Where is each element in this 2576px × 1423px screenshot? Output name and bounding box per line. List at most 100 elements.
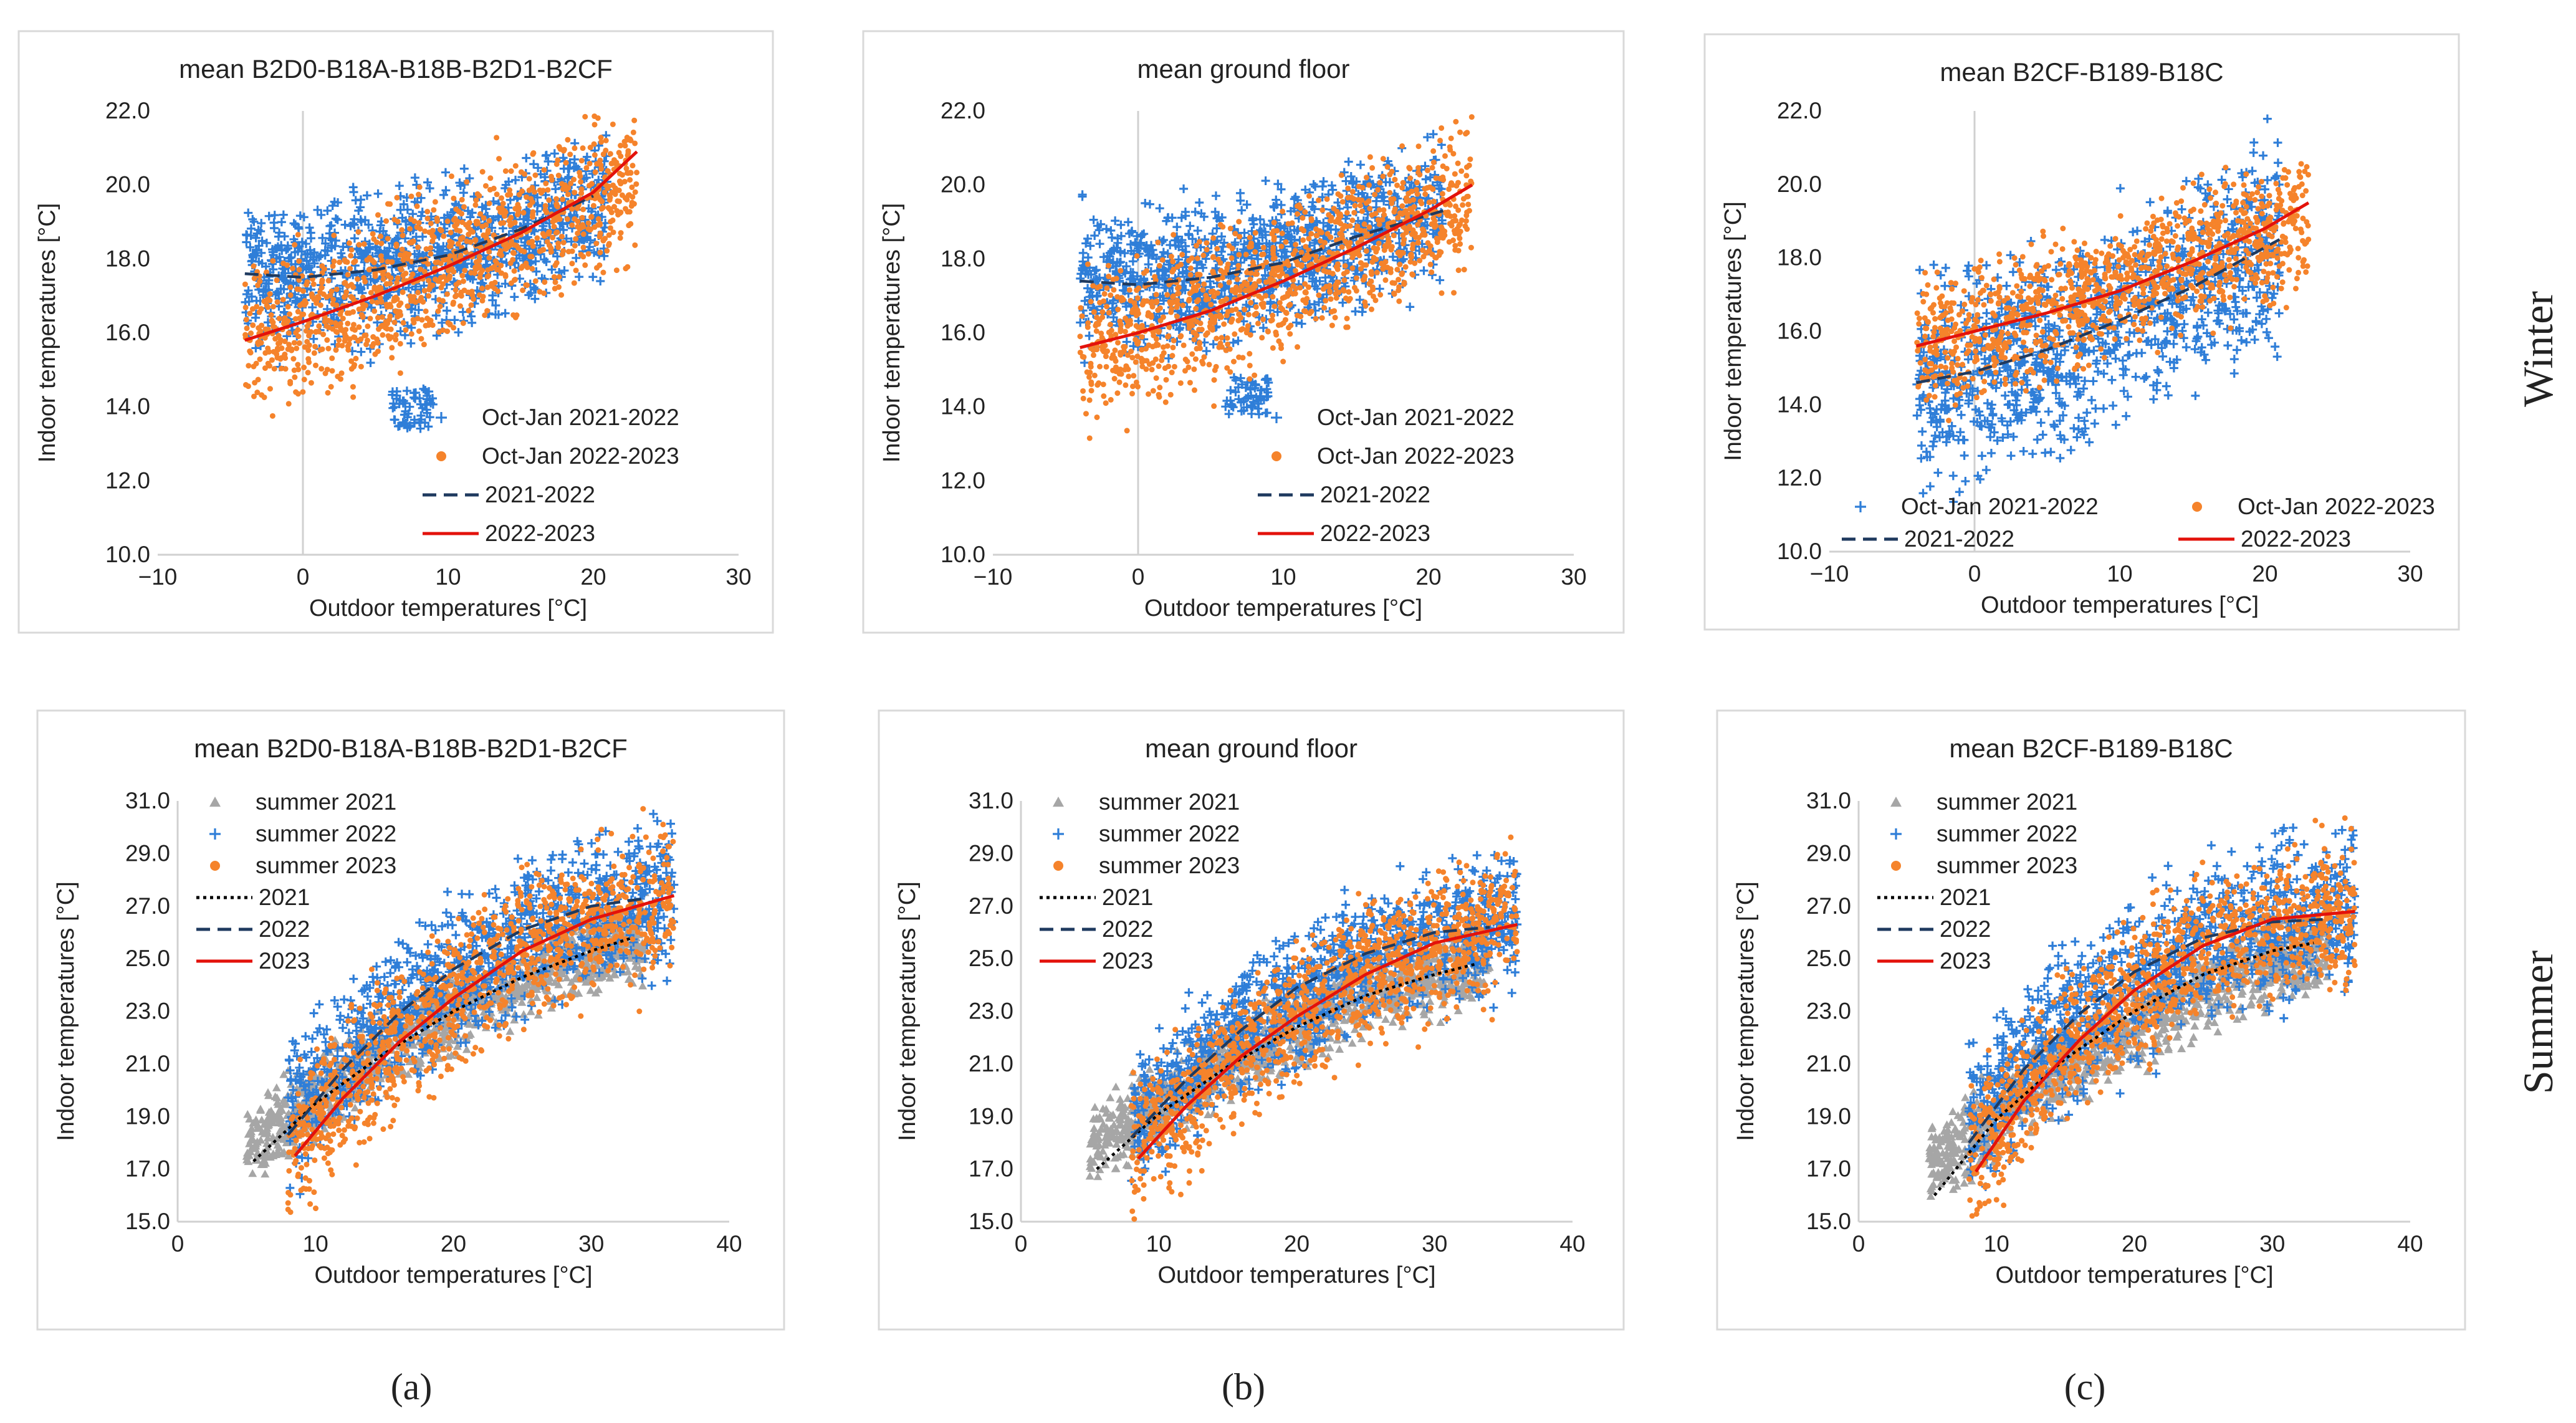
data-point — [351, 334, 357, 340]
data-point — [1381, 212, 1387, 218]
data-point — [1345, 185, 1351, 191]
data-point — [1328, 309, 1334, 315]
data-point — [487, 186, 493, 193]
data-point — [1361, 221, 1367, 228]
data-point — [1278, 342, 1284, 348]
data-point — [350, 309, 357, 315]
data-point — [274, 299, 280, 305]
data-point — [1184, 358, 1190, 365]
data-point — [482, 183, 489, 189]
data-point — [1247, 332, 1253, 338]
data-point — [270, 258, 276, 264]
data-point — [448, 229, 454, 236]
data-point — [1293, 241, 1299, 247]
y-tick-label: 14.0 — [1777, 391, 1822, 417]
data-point — [1231, 358, 1237, 365]
data-point — [1195, 297, 1202, 303]
data-point — [274, 289, 283, 299]
data-point — [323, 317, 329, 323]
data-point — [1212, 317, 1218, 323]
data-point — [387, 201, 393, 207]
data-point — [560, 239, 567, 246]
data-point — [305, 370, 311, 376]
data-point — [1422, 232, 1428, 238]
data-point — [1328, 234, 1334, 241]
data-point — [494, 310, 503, 319]
data-point — [287, 378, 294, 385]
data-point — [514, 242, 520, 249]
data-point — [598, 162, 604, 168]
data-point — [374, 336, 380, 342]
data-point — [339, 342, 345, 348]
data-point — [533, 193, 542, 202]
data-point — [1395, 215, 1401, 221]
data-point — [1396, 298, 1402, 304]
data-point — [429, 232, 436, 239]
data-point — [383, 281, 390, 287]
data-point — [1403, 198, 1409, 204]
data-point — [1455, 180, 1461, 186]
x-tick-label: 20 — [2252, 561, 2277, 587]
data-point — [572, 253, 581, 262]
data-point — [253, 360, 259, 367]
data-point — [301, 376, 307, 383]
data-point — [1100, 381, 1106, 388]
data-point — [406, 305, 416, 314]
data-point — [1407, 175, 1413, 181]
data-point — [1417, 257, 1423, 264]
data-point — [512, 219, 518, 226]
data-point — [1391, 280, 1397, 286]
data-point — [1253, 304, 1259, 310]
data-point — [1375, 186, 1381, 193]
data-point — [1224, 335, 1230, 341]
data-point — [271, 366, 277, 372]
data-point — [415, 289, 421, 295]
data-point — [1188, 265, 1194, 271]
data-point — [1338, 193, 1344, 199]
data-point — [591, 122, 598, 128]
data-point — [276, 315, 282, 322]
data-point — [287, 292, 294, 299]
y-tick-label: 12.0 — [105, 467, 150, 493]
data-point — [1180, 342, 1187, 348]
data-point — [1106, 310, 1112, 316]
data-point — [343, 289, 350, 295]
data-point — [368, 290, 374, 296]
data-point — [605, 168, 611, 174]
data-point — [1108, 322, 1114, 328]
data-point — [1342, 263, 1348, 269]
data-point — [290, 266, 296, 272]
data-point — [1316, 197, 1322, 203]
data-point — [1122, 343, 1128, 350]
data-point — [1197, 340, 1203, 347]
data-point — [474, 191, 481, 197]
data-point — [580, 244, 587, 251]
data-point — [1149, 343, 1156, 350]
data-point — [285, 330, 292, 336]
data-point — [1259, 335, 1265, 341]
data-point — [486, 255, 492, 261]
data-point — [1189, 322, 1195, 328]
x-tick-label: 10 — [435, 564, 461, 590]
data-point — [578, 186, 585, 193]
data-point — [1401, 281, 1407, 287]
data-point — [429, 282, 436, 289]
data-point — [1103, 353, 1109, 360]
y-tick-label: 20.0 — [941, 172, 985, 198]
data-point — [1332, 314, 1338, 320]
data-point — [1437, 249, 1443, 255]
data-point — [604, 247, 610, 254]
data-point — [530, 150, 537, 156]
data-point — [1150, 388, 1156, 394]
data-point — [277, 356, 284, 362]
legend-label: Oct-Jan 2022-2023 — [482, 443, 679, 469]
data-point — [356, 324, 362, 330]
data-point — [1366, 182, 1372, 188]
data-point — [1179, 252, 1185, 258]
data-point — [1412, 234, 1419, 241]
data-point — [485, 267, 491, 273]
x-tick-label: 30 — [2397, 561, 2423, 587]
data-point — [1455, 267, 1462, 274]
data-point — [459, 164, 469, 173]
data-point — [1389, 168, 1395, 175]
